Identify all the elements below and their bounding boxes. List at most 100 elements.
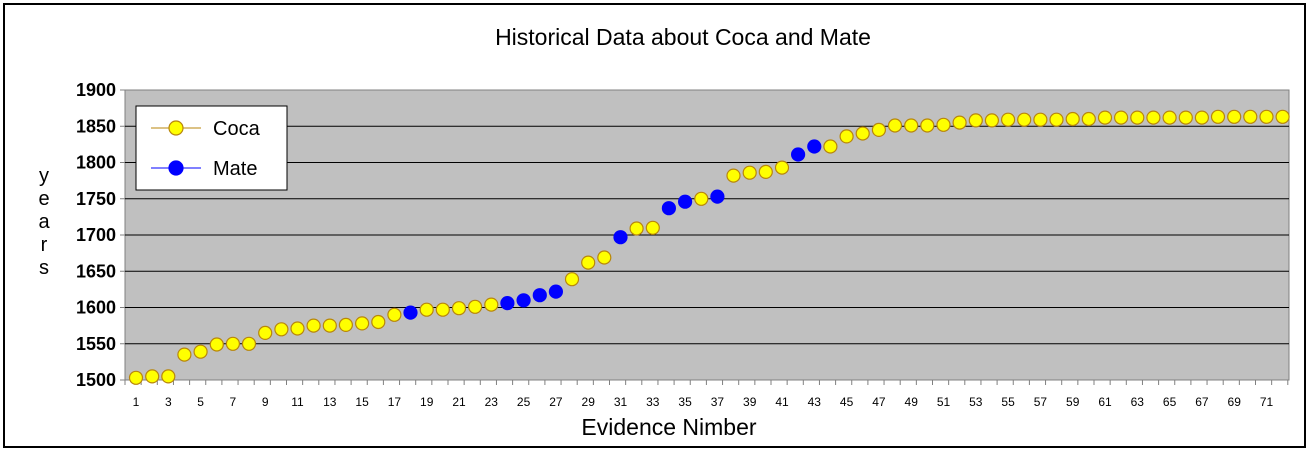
data-point-coca	[322, 318, 337, 333]
data-point-coca	[274, 322, 289, 337]
x-tick-label: 5	[197, 395, 204, 409]
data-point-coca	[952, 115, 967, 130]
y-tick-label: 1650	[76, 261, 116, 281]
data-point-coca	[1227, 109, 1242, 124]
data-point-coca	[694, 191, 709, 206]
data-point-coca	[968, 113, 983, 128]
x-tick-label: 49	[905, 395, 919, 409]
x-tick-label: 41	[775, 395, 789, 409]
data-point-coca	[338, 317, 353, 332]
data-point-coca	[355, 316, 370, 331]
data-point-coca	[984, 113, 1000, 128]
legend-label-mate: Mate	[213, 158, 257, 180]
y-axis-label-letter: r	[41, 234, 48, 256]
data-point-mate	[548, 284, 564, 299]
data-point-coca	[1162, 110, 1177, 125]
y-tick-label: 1700	[76, 225, 116, 245]
data-point-mate	[790, 147, 806, 162]
x-tick-label: 65	[1163, 395, 1177, 409]
x-tick-label: 29	[582, 395, 596, 409]
chart-frame: Historical Data about Coca and Mate 1500…	[3, 3, 1306, 448]
x-tick-label: 27	[549, 395, 563, 409]
x-tick-label: 3	[165, 395, 172, 409]
data-point-coca	[290, 321, 305, 336]
data-point-coca	[419, 302, 434, 317]
data-point-coca	[1130, 110, 1145, 125]
data-point-mate	[807, 139, 822, 154]
legend-marker-mate	[168, 160, 184, 176]
data-point-coca	[1275, 109, 1290, 124]
x-tick-label: 25	[517, 395, 531, 409]
data-point-coca	[128, 370, 144, 385]
y-tick-label: 1500	[76, 370, 116, 390]
data-point-coca	[1259, 109, 1274, 124]
data-point-coca	[1113, 110, 1129, 125]
x-tick-label: 69	[1228, 395, 1242, 409]
chart-svg: Historical Data about Coca and Mate 1500…	[38, 24, 1290, 440]
data-point-coca	[1178, 110, 1193, 125]
data-point-coca	[1243, 109, 1258, 124]
data-point-mate	[710, 189, 725, 204]
y-tick-label: 1800	[76, 153, 116, 173]
x-tick-label: 67	[1195, 395, 1209, 409]
x-tick-label: 33	[646, 395, 660, 409]
data-point-coca	[451, 301, 467, 316]
data-point-coca	[823, 139, 838, 154]
data-point-mate	[403, 305, 418, 320]
x-tick-label: 7	[230, 395, 237, 409]
data-point-coca	[1065, 111, 1080, 127]
data-point-coca	[1017, 112, 1032, 127]
data-point-coca	[871, 122, 887, 138]
data-point-coca	[258, 325, 273, 340]
data-point-coca	[193, 344, 208, 359]
legend-label-coca: Coca	[213, 118, 261, 140]
data-point-coca	[1146, 110, 1161, 125]
data-point-coca	[241, 336, 257, 351]
data-point-coca	[1097, 110, 1113, 125]
legend-box	[135, 105, 288, 191]
data-point-coca	[209, 337, 224, 352]
x-tick-label: 13	[323, 395, 337, 409]
y-tick-label: 1550	[76, 334, 116, 354]
data-point-coca	[726, 168, 741, 183]
legend-marker-coca	[168, 120, 184, 136]
chart-title: Historical Data about Coca and Mate	[495, 24, 871, 50]
x-tick-label: 11	[291, 395, 304, 409]
x-tick-label: 57	[1034, 395, 1048, 409]
x-tick-label: 71	[1260, 395, 1274, 409]
data-point-coca	[855, 126, 870, 141]
data-point-coca	[387, 307, 402, 322]
data-point-coca	[645, 220, 660, 235]
data-point-mate	[677, 194, 693, 209]
x-tick-label: 63	[1131, 395, 1145, 409]
data-point-coca	[1081, 111, 1096, 127]
data-point-coca	[468, 299, 483, 314]
y-axis-label-letter: e	[38, 188, 49, 210]
data-point-mate	[500, 296, 515, 311]
x-tick-label: 15	[355, 395, 369, 409]
y-axis-label-letter: s	[39, 257, 49, 279]
x-axis-label: Evidence Nimber	[581, 414, 756, 440]
x-tick-label: 31	[614, 395, 628, 409]
y-axis-label-letter: a	[38, 211, 50, 233]
data-point-mate	[661, 201, 677, 216]
x-tick-label: 55	[1001, 395, 1015, 409]
x-tick-label: 43	[808, 395, 822, 409]
data-point-coca	[1033, 112, 1048, 127]
data-point-coca	[1194, 110, 1210, 125]
y-tick-label: 1750	[76, 189, 116, 209]
x-axis-ticks: 1 3 5 7 9 11 13 15 17 19 21 23 25 27 29 31 33 35 37 39 41 43 4…	[124, 380, 1289, 409]
y-tick-label: 1850	[76, 116, 116, 136]
data-point-coca	[225, 336, 240, 351]
data-point-mate	[613, 230, 628, 245]
data-point-coca	[564, 272, 580, 287]
data-point-mate	[516, 293, 531, 308]
x-tick-label: 19	[420, 395, 434, 409]
legend: Coca Mate	[135, 105, 288, 191]
x-tick-label: 51	[937, 395, 951, 409]
x-tick-label: 37	[711, 395, 725, 409]
y-axis-ticks: 1500 1550 1600 1650 1700 1750 1800 1850 1900	[76, 80, 125, 390]
y-tick-label: 1600	[76, 298, 116, 318]
data-point-coca	[145, 369, 160, 384]
x-tick-label: 23	[485, 395, 499, 409]
